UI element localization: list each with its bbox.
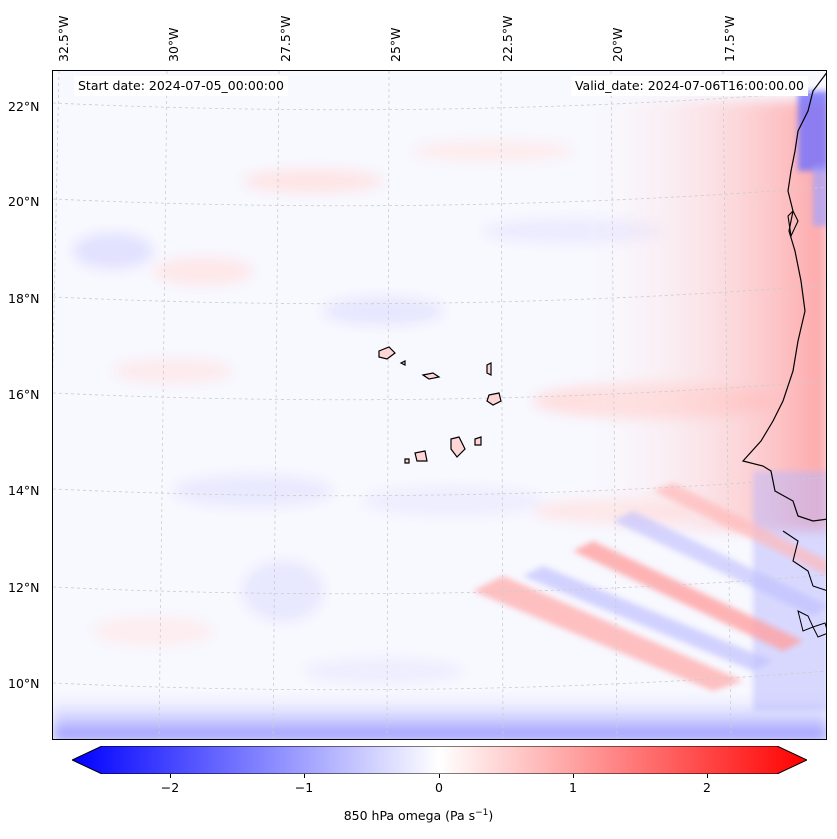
colorbar-label: 850 hPa omega (Pa s−1) [0,808,837,823]
lat-label-22n: 22°N [8,99,40,114]
cbar-tickmark-neg1 [304,774,305,778]
guinea-coastline [782,530,826,591]
lon-label-22-5w: 22.5°W [500,15,515,62]
colorbar-label-text: 850 hPa omega (Pa s [343,808,476,824]
cbar-tick-1: 1 [569,780,577,795]
lon-label-20w: 20°W [610,27,625,62]
cbar-tickmark-2 [707,774,708,778]
cbar-tick-neg1: −1 [294,780,314,795]
omega-field-map [53,71,826,739]
cape-verde-islands [378,346,502,464]
colorbar [72,746,807,774]
bijagos-island-2 [812,622,826,638]
lat-label-12n: 12°N [8,580,40,595]
graticule [53,71,826,739]
lat-label-20n: 20°N [8,194,40,209]
coastal-upwelling-red [573,101,826,531]
cbar-tickmark-neg2 [170,774,171,778]
coastal-inlet [787,210,799,238]
cbar-tick-2: 2 [703,780,711,795]
diagonal-bands [473,483,826,691]
lat-label-18n: 18°N [8,291,40,306]
cbar-tickmark-1 [573,774,574,778]
southern-blue-band [53,696,826,739]
lon-label-32-5w: 32.5°W [56,15,71,62]
map-panel[interactable] [52,70,827,740]
colorbar-gradient [72,746,807,774]
lat-label-10n: 10°N [8,676,40,691]
african-coastline [741,72,826,522]
lon-label-25w: 25°W [388,27,403,62]
lat-label-16n: 16°N [8,387,40,402]
colorbar-label-exponent: −1 [475,808,489,818]
cbar-tick-neg2: −2 [160,780,180,795]
lon-label-17-5w: 17.5°W [722,15,737,62]
lon-label-27-5w: 27.5°W [278,15,293,62]
valid-date-label: Valid_date: 2024-07-06T16:00:00.00 [570,76,808,96]
colorbar-label-close: ) [488,808,494,824]
cbar-tick-0: 0 [435,780,443,795]
start-date-label: Start date: 2024-07-05_00:00:00 [74,76,288,96]
cbar-tickmark-0 [439,774,440,778]
lat-label-14n: 14°N [8,483,40,498]
lon-label-30w: 30°W [166,27,181,62]
